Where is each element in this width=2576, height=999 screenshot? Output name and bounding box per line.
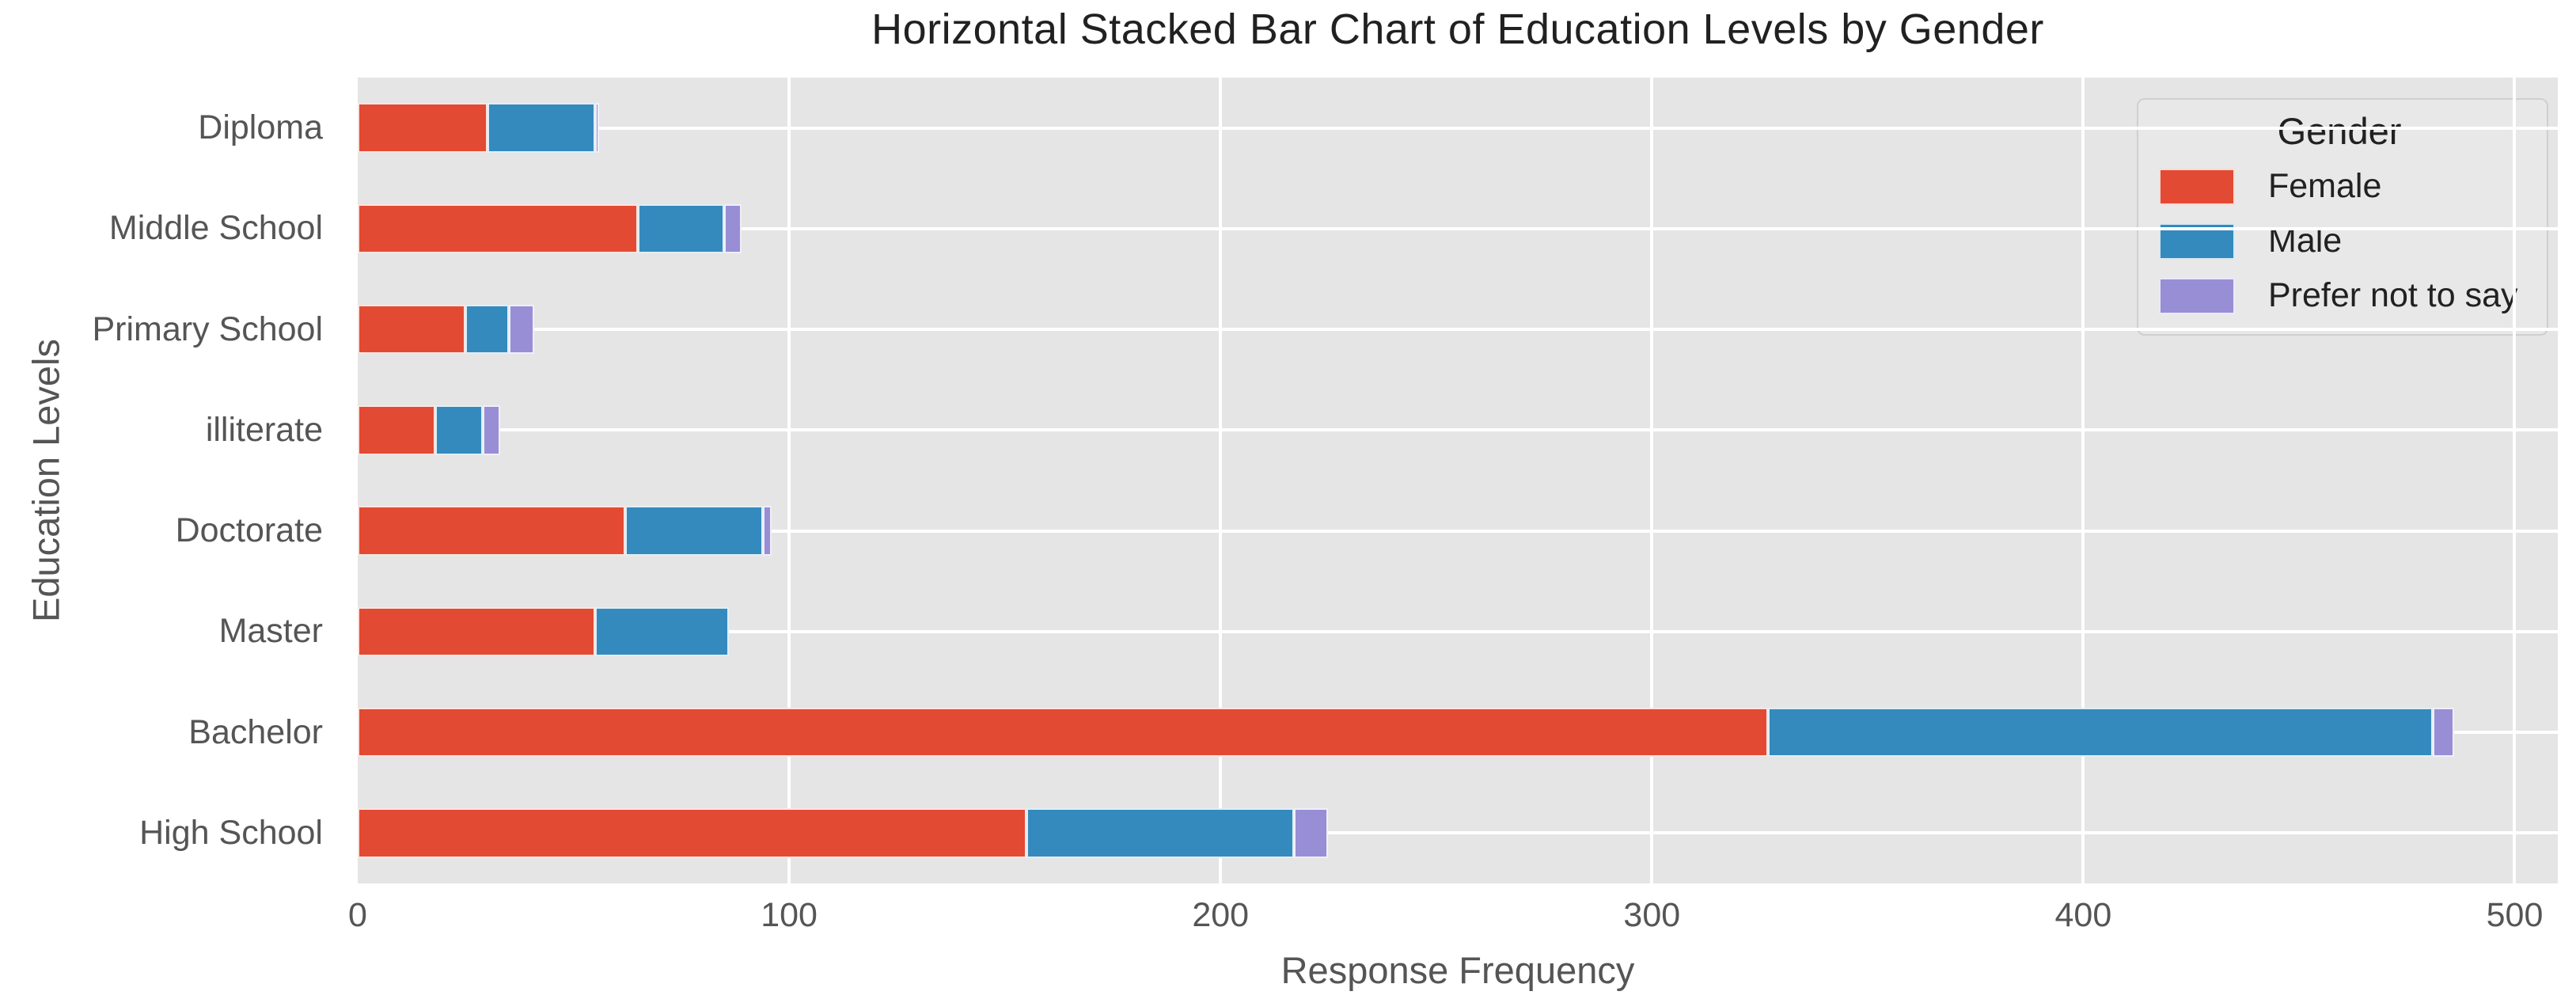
bar-segment-male xyxy=(624,506,764,556)
plot-area: Gender Female Male Prefer not to say xyxy=(358,78,2558,883)
legend-title: Gender xyxy=(2277,110,2402,152)
bar-segment-prefer-not-to-say xyxy=(2432,707,2455,758)
x-tick-label: 0 xyxy=(348,896,367,934)
gridline-x xyxy=(1219,78,1223,883)
legend-entry: Female xyxy=(2159,167,2520,206)
legend-entry-label: Female xyxy=(2268,167,2382,205)
gridline-y xyxy=(358,126,2558,130)
bar-segment-prefer-not-to-say xyxy=(508,304,535,355)
gridline-x xyxy=(787,78,791,883)
bar-row xyxy=(358,783,2558,883)
bar-stack xyxy=(358,203,742,254)
bar-stack xyxy=(358,304,535,355)
bar-row xyxy=(358,279,2558,380)
bar-segment-prefer-not-to-say xyxy=(763,506,772,556)
x-tick-label: 500 xyxy=(2486,896,2544,934)
bar-segment-male xyxy=(1768,707,2433,758)
bar-row xyxy=(358,178,2558,279)
legend-entry-label: Prefer not to say xyxy=(2268,276,2518,314)
bar-segment-female xyxy=(358,304,466,355)
bar-row xyxy=(358,682,2558,783)
legend-entry: Prefer not to say xyxy=(2159,276,2520,315)
bar-segment-male xyxy=(594,606,729,657)
gridline-y xyxy=(358,226,2558,230)
x-axis-label: Response Frequency xyxy=(1280,949,1635,991)
bar-stack xyxy=(358,103,600,153)
bar-segment-female xyxy=(358,808,1026,858)
bar-segment-male xyxy=(487,103,595,153)
bar-row xyxy=(358,380,2558,481)
bar-stack xyxy=(358,707,2455,758)
y-tick-label: Master xyxy=(218,612,323,651)
bar-stack xyxy=(358,506,772,556)
gridline-x xyxy=(2081,78,2085,883)
chart-title: Horizontal Stacked Bar Chart of Educatio… xyxy=(871,6,2044,53)
gridline-y xyxy=(358,328,2558,332)
legend-entries: Female Male Prefer not to say xyxy=(2159,167,2520,315)
bar-segment-female xyxy=(358,606,595,657)
bar-row xyxy=(358,481,2558,581)
bar-row xyxy=(358,78,2558,178)
x-tick-label: 200 xyxy=(1192,896,1250,934)
x-axis: 0 100 200 300 400 500 xyxy=(348,896,2558,944)
bar-stack xyxy=(358,808,1329,858)
legend-swatch xyxy=(2159,277,2235,314)
bar-row xyxy=(358,581,2558,682)
bar-segment-prefer-not-to-say xyxy=(483,405,500,455)
x-tick-label: 100 xyxy=(761,896,818,934)
x-tick-label: 400 xyxy=(2054,896,2112,934)
bar-segment-male xyxy=(465,304,509,355)
bar-segment-male xyxy=(435,405,484,455)
y-axis: Diploma Middle School Primary School illite… xyxy=(0,78,340,883)
gridline-y xyxy=(358,428,2558,432)
bar-segment-prefer-not-to-say xyxy=(1293,808,1329,858)
gridline-x xyxy=(1650,78,1654,883)
gridline-x xyxy=(2513,78,2517,883)
bar-segment-female xyxy=(358,707,1769,758)
legend-swatch xyxy=(2159,168,2235,205)
gridline-y xyxy=(358,629,2558,633)
gridline-y xyxy=(358,831,2558,835)
bar-segment-prefer-not-to-say xyxy=(594,103,600,153)
y-tick-label: illiterate xyxy=(205,410,323,449)
bar-segment-male xyxy=(638,203,725,254)
bar-segment-male xyxy=(1026,808,1294,858)
bar-stack xyxy=(358,606,729,657)
bar-stack xyxy=(358,405,500,455)
bar-segment-female xyxy=(358,203,639,254)
y-tick-label: Middle School xyxy=(108,209,323,248)
bar-segment-female xyxy=(358,506,625,556)
bar-segment-prefer-not-to-say xyxy=(724,203,742,254)
y-tick-label: High School xyxy=(139,813,323,852)
legend: Gender Female Male Prefer not to say xyxy=(2137,98,2548,336)
x-tick-label: 300 xyxy=(1623,896,1681,934)
gridline-y xyxy=(358,529,2558,533)
bar-segment-female xyxy=(358,405,436,455)
y-tick-label: Primary School xyxy=(92,310,323,348)
y-tick-label: Bachelor xyxy=(188,712,323,751)
bar-segment-female xyxy=(358,103,488,153)
y-tick-label: Doctorate xyxy=(175,511,323,550)
y-tick-label: Diploma xyxy=(198,108,323,147)
